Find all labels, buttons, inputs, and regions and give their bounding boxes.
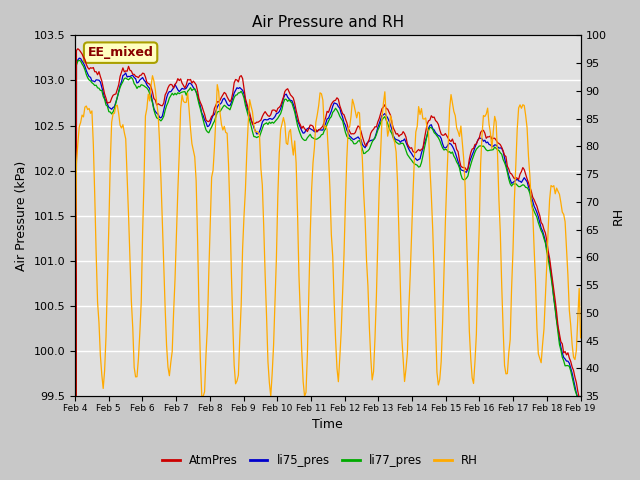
li77_pres [248, 129, 256, 134]
li77_pres [134, 84, 142, 89]
Line: AtmPres: AtmPres [75, 49, 580, 480]
RH [250, 122, 258, 128]
RH [133, 374, 141, 380]
AtmPres [294, 113, 301, 119]
li77_pres [240, 95, 248, 101]
RH [295, 273, 303, 278]
li77_pres [294, 122, 301, 128]
Y-axis label: Air Pressure (kPa): Air Pressure (kPa) [15, 161, 28, 271]
li77_pres [223, 105, 231, 110]
AtmPres [240, 85, 248, 91]
X-axis label: Time: Time [312, 419, 343, 432]
li75_pres [240, 91, 248, 97]
RH [241, 187, 249, 192]
Line: RH: RH [75, 76, 580, 396]
li75_pres [294, 118, 301, 124]
li77_pres [76, 58, 83, 63]
Legend: AtmPres, li75_pres, li77_pres, RH: AtmPres, li75_pres, li77_pres, RH [157, 449, 483, 472]
RH [225, 161, 232, 167]
li75_pres [248, 120, 256, 126]
AtmPres [248, 121, 256, 127]
RH [577, 335, 584, 341]
AtmPres [134, 75, 142, 81]
li75_pres [76, 55, 83, 61]
AtmPres [223, 94, 231, 100]
li75_pres [223, 101, 231, 107]
RH [198, 393, 205, 399]
RH [148, 73, 156, 79]
Line: li75_pres: li75_pres [75, 58, 580, 480]
AtmPres [74, 46, 82, 52]
Line: li77_pres: li77_pres [75, 60, 580, 480]
li75_pres [550, 295, 557, 301]
AtmPres [550, 287, 557, 292]
Text: EE_mixed: EE_mixed [88, 46, 154, 59]
RH [552, 191, 559, 197]
li75_pres [134, 79, 142, 85]
Y-axis label: RH: RH [612, 207, 625, 225]
RH [71, 313, 79, 319]
Title: Air Pressure and RH: Air Pressure and RH [252, 15, 404, 30]
li77_pres [550, 296, 557, 301]
